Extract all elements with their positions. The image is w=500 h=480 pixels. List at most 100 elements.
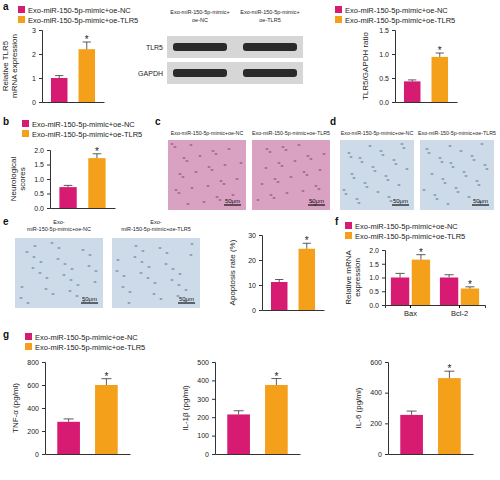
tick-mark xyxy=(47,194,50,195)
plot-texts: *TLR5/GAPDH ratio xyxy=(361,31,442,100)
legend-item: Exo-miR-150-5p-mimic+oe-NC xyxy=(22,120,135,129)
y-tick: 0 xyxy=(205,451,215,458)
cell xyxy=(173,146,176,148)
bar xyxy=(79,49,96,102)
tick-mark xyxy=(382,264,385,265)
x-axis xyxy=(263,310,325,312)
tick-label: 0.0 xyxy=(34,205,44,212)
cell xyxy=(182,157,185,159)
cell xyxy=(459,150,462,152)
cell xyxy=(50,242,53,244)
x-axis xyxy=(216,454,301,456)
axis-line xyxy=(396,102,458,103)
cell xyxy=(128,291,131,293)
tick-mark xyxy=(392,78,395,79)
y-axis: 0102030 xyxy=(248,232,262,314)
tick-mark xyxy=(42,408,45,409)
cell xyxy=(165,252,168,254)
plot-marks xyxy=(271,243,315,310)
bar xyxy=(438,378,461,454)
y-tick: 0.0 xyxy=(34,205,50,212)
western-blot: Exo-miR-150-5p-mimic+oe-NCExo-miR-150-5p… xyxy=(138,9,303,84)
cell xyxy=(472,159,475,161)
significance: * xyxy=(95,146,99,157)
scale-bar xyxy=(81,302,98,303)
cell xyxy=(170,279,173,281)
cell xyxy=(88,254,91,256)
x-axis xyxy=(46,454,131,456)
cell xyxy=(185,160,188,162)
tick-mark xyxy=(212,417,215,418)
y-tick: 2.0 xyxy=(34,147,50,154)
panel-label: f xyxy=(335,216,339,227)
legend-label: Exo-miR-150-5p-mimic+oe-NC xyxy=(355,222,458,231)
legend-item: Exo-miR-150-5p-mimic+oe-NC xyxy=(18,6,131,15)
legend: Exo-miR-150-5p-mimic+oe-NCExo-miR-150-5p… xyxy=(335,6,455,25)
cell xyxy=(146,277,149,279)
tick-mark xyxy=(382,291,385,292)
y-axis-title: TLR5/GAPDH ratio xyxy=(361,31,370,100)
cell xyxy=(207,166,210,168)
cell xyxy=(164,263,167,265)
cell xyxy=(280,165,283,167)
cell xyxy=(93,281,96,283)
panel-label: e xyxy=(3,216,9,227)
cell xyxy=(210,169,213,171)
plot-texts: *Neurologicalscores xyxy=(9,146,99,201)
axis-line xyxy=(43,102,105,103)
cell xyxy=(397,184,400,186)
cell xyxy=(347,152,350,154)
cell xyxy=(139,272,142,274)
cell xyxy=(342,189,345,191)
scale-bar-label: 50μm xyxy=(179,296,194,302)
chart-1: *TLR5/GAPDH ratio0.00.51.01.5Exo-miR-150… xyxy=(335,6,458,106)
y-tick: 200 xyxy=(370,420,388,427)
scale-bar xyxy=(308,204,325,205)
tick-mark xyxy=(382,278,385,279)
micrograph xyxy=(340,140,414,210)
tick-label: 300 xyxy=(197,396,209,403)
tick-label: 100 xyxy=(197,432,209,439)
cell xyxy=(215,196,218,198)
bar xyxy=(227,414,250,454)
error-bar xyxy=(444,275,453,278)
bar xyxy=(57,422,80,454)
legend-item: Exo-miR-150-5p-mimic+oe-TLR5 xyxy=(25,343,145,352)
x-axis xyxy=(43,102,105,104)
bar xyxy=(271,282,288,310)
cell xyxy=(121,286,124,288)
plot-marks xyxy=(51,42,95,102)
tick-mark xyxy=(47,150,50,151)
cell xyxy=(25,251,28,253)
cell xyxy=(386,179,389,181)
cell xyxy=(184,289,187,291)
bar xyxy=(299,249,316,310)
plot-marks xyxy=(227,379,287,454)
cell xyxy=(368,145,371,147)
cell xyxy=(31,267,34,269)
y-tick: 0 xyxy=(32,99,42,106)
cell xyxy=(158,247,161,249)
cell xyxy=(194,171,197,173)
cell xyxy=(264,167,267,169)
y-tick: 300 xyxy=(197,396,215,403)
plot-marks xyxy=(404,53,448,102)
axis-line xyxy=(385,363,389,455)
tick-label: 0.5 xyxy=(379,75,389,82)
micrograph-panel: Exo-miR-150-5p-mimic+oe-NC50μmExo-miR-15… xyxy=(15,219,200,308)
chart-2: *Neurologicalscores0.00.51.01.52.0Exo-mi… xyxy=(9,120,142,212)
axis-line xyxy=(392,31,396,103)
tick-label: 1.5 xyxy=(379,27,389,34)
cell xyxy=(115,270,118,272)
tick-mark xyxy=(42,385,45,386)
cell xyxy=(464,175,467,177)
tick-label: 2 xyxy=(32,51,36,58)
tick-label: 500 xyxy=(197,359,209,366)
cell xyxy=(174,189,177,191)
cell xyxy=(405,168,408,170)
blot-background xyxy=(167,62,303,84)
tick-label: 1 xyxy=(32,75,36,82)
tick-label: 10 xyxy=(248,282,256,289)
cell xyxy=(305,174,308,176)
panel-label: d xyxy=(330,116,336,127)
